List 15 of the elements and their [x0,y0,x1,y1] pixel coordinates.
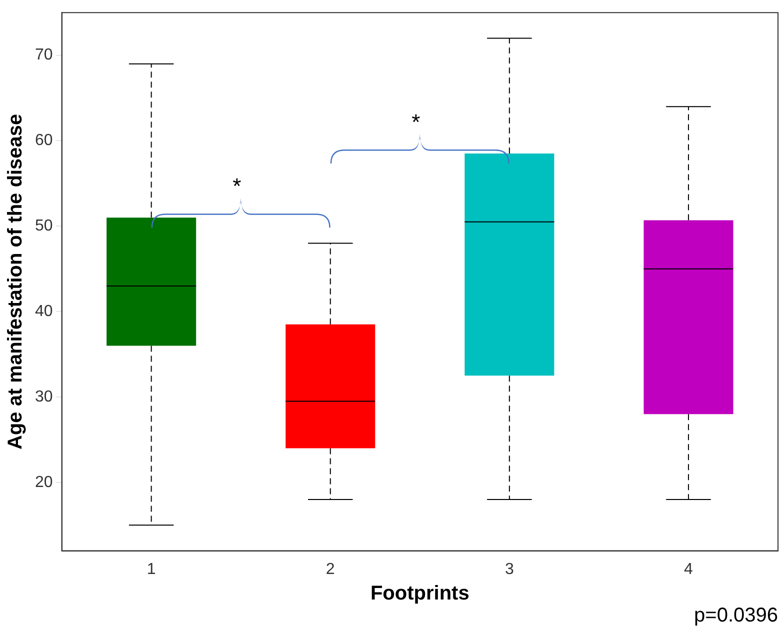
x-axis-title: Footprints [370,582,470,605]
text: p=0.0396 [694,604,778,627]
y-tick-label: 20 [35,474,53,491]
x-tick-label: 3 [504,560,514,578]
annotation: * [412,110,421,135]
y-tick-label: 70 [35,46,53,64]
annotation: * [232,174,242,199]
y-tick-label: 40 [35,303,53,320]
y-axis-title: Age at manifestation of the disease [4,114,27,450]
x-tick-label: 1 [146,560,156,578]
y-tick-label: 50 [35,218,53,235]
x-tick-label: 4 [684,560,694,578]
x-tick-label: 2 [326,560,335,578]
y-tick-label: 60 [35,132,53,150]
y-tick-label: 30 [35,388,53,406]
